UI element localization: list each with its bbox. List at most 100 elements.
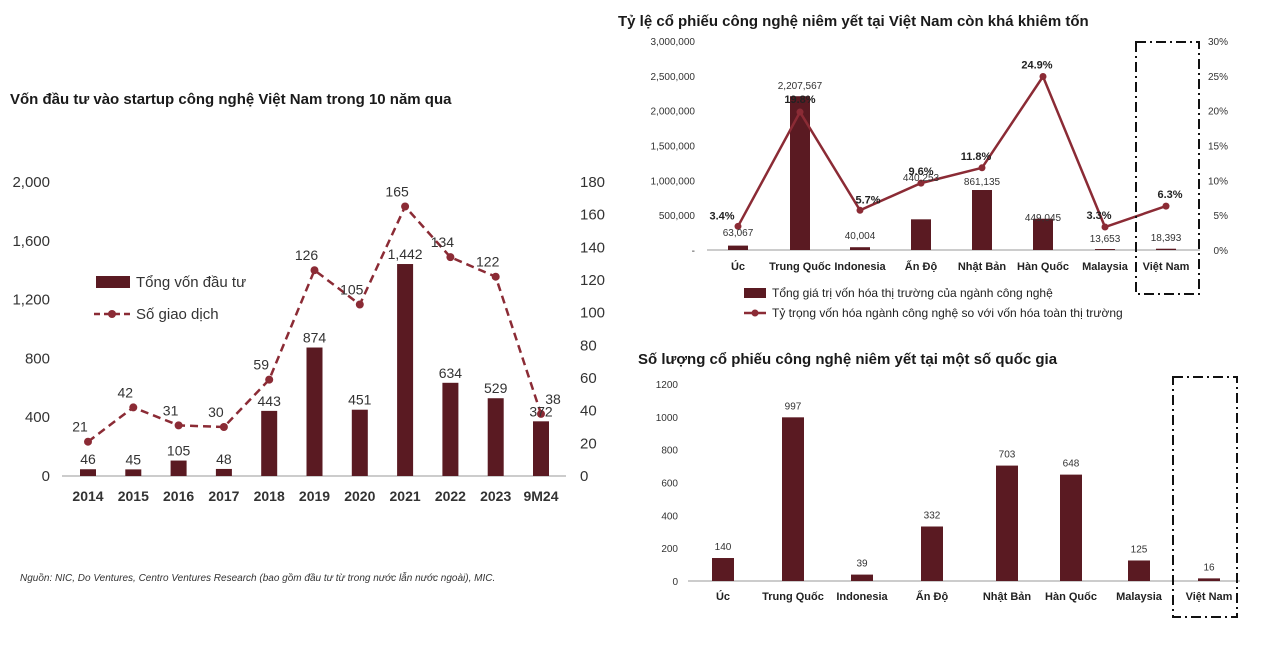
y-tick-label: - [692,246,695,257]
y-tick-label: 400 [25,409,50,426]
line-value-label: 165 [385,184,409,200]
line-value-label: 38 [545,391,561,407]
bar [215,468,232,476]
chart2-highlight-box [1135,41,1200,295]
bar [782,417,804,581]
line-point [1101,223,1109,231]
y2-tick-label: 80 [580,337,597,354]
source-note: Nguồn: NIC, Do Ventures, Centro Ventures… [20,571,495,584]
bar [972,190,992,250]
line-value-label: 134 [431,234,455,250]
y-tick-label: 2,000,000 [651,107,696,118]
legend-line-marker [108,310,116,318]
x-tick-label: 2021 [390,488,421,504]
y2-tick-label: 40 [580,403,597,420]
chart2-line [734,73,1170,231]
line-value-label: 5.7% [855,194,880,206]
y-tick-label: 1,200 [12,292,50,309]
bar [921,526,943,581]
y-tick-label: 0 [672,577,678,588]
bar [850,247,870,250]
x-tick-label: Ấn Độ [905,260,938,273]
bar-value-label: 105 [167,443,191,459]
legend-line-label: Số giao dịch [136,306,219,323]
chart3-bars [712,417,1220,581]
y2-tick-label: 160 [580,207,605,224]
bar-value-label: 13,653 [1090,234,1121,245]
bar [80,469,96,476]
bar-value-label: 861,135 [964,177,1001,188]
x-tick-label: 2022 [435,488,466,504]
bar-value-label: 45 [126,451,142,467]
x-tick-label: Trung Quốc [762,591,824,603]
bar [397,264,414,476]
chart3-title: Số lượng cổ phiếu công nghệ niêm yết tại… [638,351,1058,368]
bar-value-label: 39 [856,559,868,570]
bar-value-label: 332 [924,510,941,521]
x-tick-label: 2018 [254,488,285,504]
y-tick-label: 3,000,000 [651,37,696,48]
line-value-label: 6.3% [1157,189,1182,201]
x-tick-label: 2023 [480,488,511,504]
line-point [129,403,138,412]
line-point [446,253,455,262]
y2-tick-label: 100 [580,305,605,322]
bar-value-label: 63,067 [723,228,754,239]
y2-tick-label: 140 [580,239,605,256]
bar-value-label: 634 [439,365,463,381]
chart2-axes: - 500,000 1,000,000 1,500,000 2,000,000 2,500… [651,37,1229,273]
legend2-bar-label: Tổng giá trị vốn hóa thị trường của ngàn… [772,286,1053,300]
y-tick-label: 600 [661,479,678,490]
line-point [796,108,804,116]
line-value-label: 42 [118,384,134,400]
y2-tick-label: 0 [580,468,588,485]
line-value-label: 30 [208,404,224,420]
line-point [734,222,742,230]
x-tick-label: Việt Nam [1186,591,1233,603]
line-point [174,421,183,430]
x-tick-label: Việt Nam [1143,261,1190,273]
line-value-label: 19.8% [784,94,815,106]
line-value-label: 3.3% [1086,210,1111,222]
chart2-legend: Tổng giá trị vốn hóa thị trường của ngàn… [744,286,1123,320]
bar-value-label: 874 [303,330,327,346]
bar [790,96,810,250]
y2-tick-label: 5% [1214,211,1229,222]
line-value-label: 122 [476,254,500,270]
x-tick-label: Ấn Độ [916,590,949,603]
line-point [491,272,500,281]
bar [728,245,748,250]
line-value-label: 59 [253,357,269,373]
bar-value-label: 1,442 [388,246,423,262]
x-tick-label: 2020 [344,488,375,504]
line-point [917,179,925,187]
legend-bar-label: Tổng vốn đầu tư [136,274,246,291]
bar-value-label: 997 [785,401,802,412]
x-tick-label: 2015 [118,488,149,504]
y-tick-label: 1200 [656,380,679,391]
y2-tick-label: 180 [580,174,605,191]
y-tick-label: 1,600 [12,233,50,250]
y2-tick-label: 10% [1208,176,1228,187]
line-value-label: 11.8% [961,151,992,163]
line-point [1162,202,1170,210]
bar [1033,218,1053,250]
line-value-label: 21 [72,419,88,435]
y-tick-label: 400 [661,511,678,522]
line-point [856,206,864,214]
line-value-label: 9.6% [908,166,933,178]
y-tick-label: 800 [661,446,678,457]
y2-tick-label: 20% [1208,107,1228,118]
x-tick-label: Nhật Bản [983,591,1032,603]
x-tick-label: Hàn Quốc [1045,591,1097,603]
bar [851,574,873,581]
line-point [219,423,228,431]
x-tick-label: 2019 [299,488,330,504]
x-tick-label: Indonesia [834,261,886,273]
x-tick-label: 2017 [208,488,239,504]
line-point [978,164,986,172]
bar [533,421,549,476]
bar-value-label: 703 [999,450,1016,461]
x-tick-label: Malaysia [1082,261,1129,273]
